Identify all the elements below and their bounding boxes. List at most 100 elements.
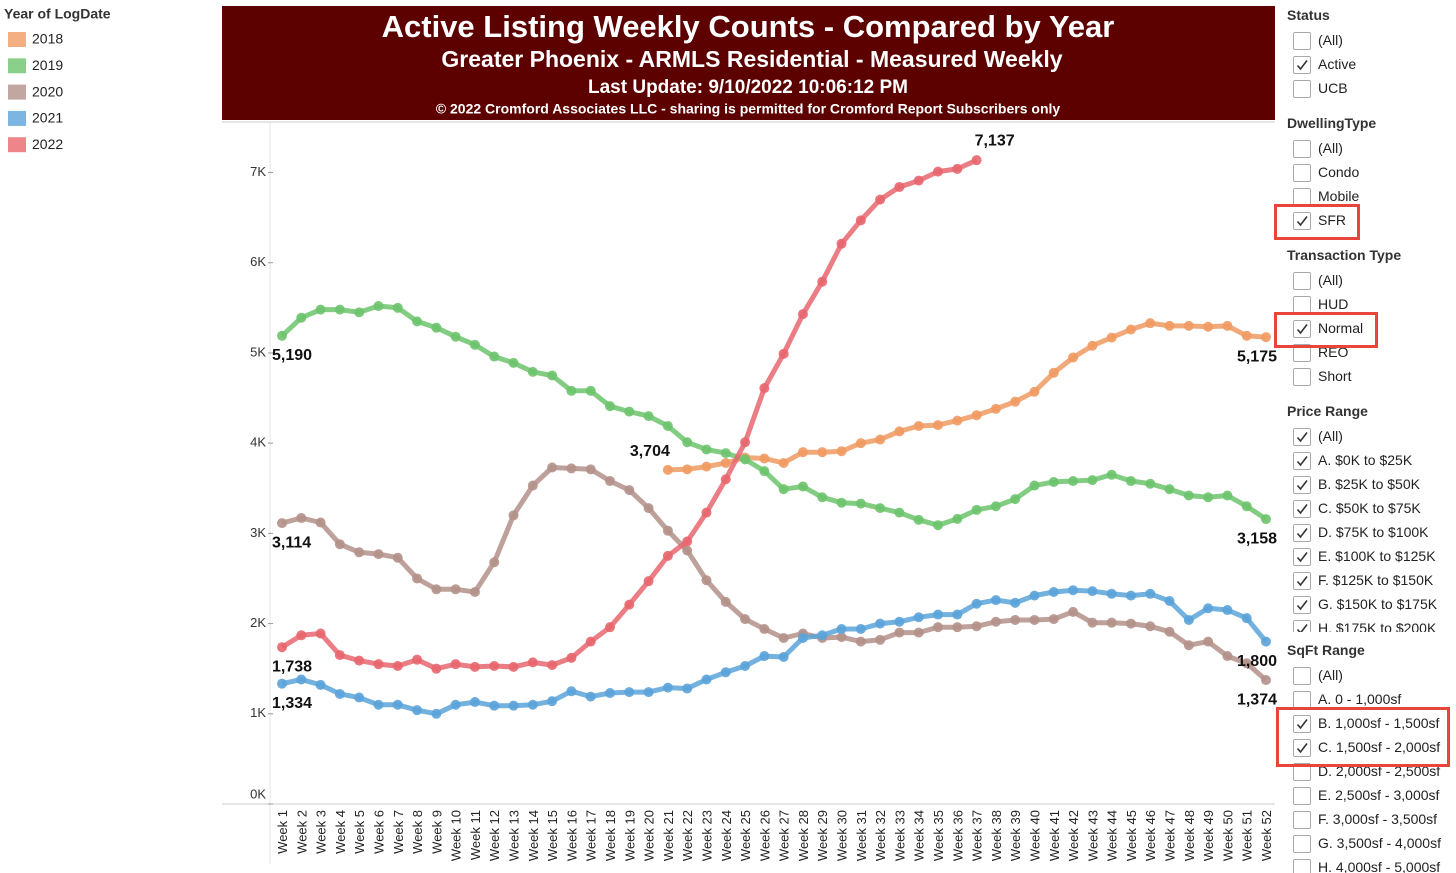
checkbox[interactable] xyxy=(1293,763,1311,781)
option-label: UCB xyxy=(1318,80,1348,96)
data-point xyxy=(701,575,712,586)
value-label: 1,334 xyxy=(272,695,312,712)
legend-swatch xyxy=(8,58,26,74)
checkbox[interactable] xyxy=(1293,188,1311,206)
option-label: E. $100K to $125K xyxy=(1318,548,1436,564)
checkbox[interactable] xyxy=(1293,452,1311,470)
data-point xyxy=(913,175,924,186)
checkbox[interactable] xyxy=(1293,80,1311,98)
data-point xyxy=(952,163,963,174)
data-point xyxy=(431,663,442,674)
legend-label: 2021 xyxy=(32,110,63,126)
data-point xyxy=(412,705,423,716)
data-point xyxy=(913,421,924,432)
option-label: HUD xyxy=(1318,296,1349,312)
y-tick-label: 2K xyxy=(250,615,266,630)
data-point xyxy=(778,484,789,495)
data-point xyxy=(334,304,345,315)
x-tick-label: Week 16 xyxy=(564,810,579,861)
checkbox[interactable] xyxy=(1293,739,1311,757)
x-tick-label: Week 26 xyxy=(757,810,772,861)
value-label: 3,158 xyxy=(1237,530,1277,547)
checkbox[interactable] xyxy=(1293,715,1311,733)
x-tick-label: Week 25 xyxy=(738,810,753,861)
x-tick-label: Week 19 xyxy=(622,810,637,861)
data-point xyxy=(527,699,538,710)
checkbox[interactable] xyxy=(1293,32,1311,50)
data-point xyxy=(1029,480,1040,491)
checkbox[interactable] xyxy=(1293,164,1311,182)
x-tick-label: Week 6 xyxy=(371,810,386,854)
checkbox[interactable] xyxy=(1293,56,1311,74)
data-point xyxy=(662,550,673,561)
option-label: D. 2,000sf - 2,500sf xyxy=(1318,763,1441,779)
data-point xyxy=(740,437,751,448)
data-point xyxy=(778,458,789,468)
x-tick-label: Week 3 xyxy=(314,810,329,854)
x-tick-label: Week 17 xyxy=(584,810,599,861)
data-point xyxy=(875,503,886,514)
data-point xyxy=(682,464,693,475)
checkbox[interactable] xyxy=(1293,212,1311,230)
checkbox[interactable] xyxy=(1293,524,1311,542)
checkbox[interactable] xyxy=(1293,859,1311,873)
checkbox[interactable] xyxy=(1293,596,1311,614)
checkbox[interactable] xyxy=(1293,140,1311,158)
data-point xyxy=(1029,386,1040,397)
data-point xyxy=(1106,469,1117,480)
checkbox[interactable] xyxy=(1293,667,1311,685)
data-point xyxy=(759,623,770,634)
option-label: C. 1,500sf - 2,000sf xyxy=(1318,739,1441,755)
data-point xyxy=(778,633,789,644)
data-point xyxy=(913,514,924,525)
data-point xyxy=(662,464,673,475)
data-point xyxy=(1125,618,1136,629)
data-point xyxy=(1203,636,1214,647)
checkbox[interactable] xyxy=(1293,691,1311,709)
x-tick-label: Week 7 xyxy=(391,810,406,854)
option-label: B. 1,000sf - 1,500sf xyxy=(1318,715,1440,731)
checkbox[interactable] xyxy=(1293,272,1311,290)
checkbox[interactable] xyxy=(1293,296,1311,314)
x-tick-label: Week 1 xyxy=(275,810,290,854)
x-tick-label: Week 5 xyxy=(352,810,367,854)
data-point xyxy=(875,194,886,205)
x-tick-label: Week 11 xyxy=(468,810,483,860)
checkbox[interactable] xyxy=(1293,344,1311,362)
data-point xyxy=(759,651,770,662)
checkbox[interactable] xyxy=(1293,572,1311,590)
data-point xyxy=(894,426,905,437)
filter-title: Transaction Type xyxy=(1287,247,1402,263)
series-line xyxy=(667,320,1267,473)
option-label: H. $175K to $200K xyxy=(1318,620,1437,632)
option-label: Short xyxy=(1318,368,1352,384)
checkbox[interactable] xyxy=(1293,476,1311,494)
legend-label: 2019 xyxy=(32,57,63,73)
checkbox[interactable] xyxy=(1293,835,1311,853)
checkbox[interactable] xyxy=(1293,787,1311,805)
data-point xyxy=(392,699,403,710)
data-point xyxy=(412,573,423,584)
data-point xyxy=(585,636,596,647)
data-point xyxy=(489,660,500,671)
option-label: Active xyxy=(1318,56,1357,72)
data-point xyxy=(334,539,345,550)
value-label: 5,175 xyxy=(1237,348,1277,365)
checkbox[interactable] xyxy=(1293,811,1311,829)
data-point xyxy=(720,448,731,459)
checkbox[interactable] xyxy=(1293,320,1311,338)
data-point xyxy=(489,351,500,362)
series-line xyxy=(281,587,1268,717)
checkbox[interactable] xyxy=(1293,368,1311,386)
data-point xyxy=(836,238,847,249)
checkbox[interactable] xyxy=(1293,428,1311,446)
data-point xyxy=(875,634,886,645)
option-label: G. $150K to $175K xyxy=(1318,596,1438,612)
checkbox[interactable] xyxy=(1293,548,1311,566)
checkbox[interactable] xyxy=(1293,500,1311,518)
checkbox[interactable] xyxy=(1293,620,1311,632)
data-point xyxy=(1125,476,1136,487)
data-point xyxy=(566,652,577,663)
data-point xyxy=(1164,320,1175,331)
